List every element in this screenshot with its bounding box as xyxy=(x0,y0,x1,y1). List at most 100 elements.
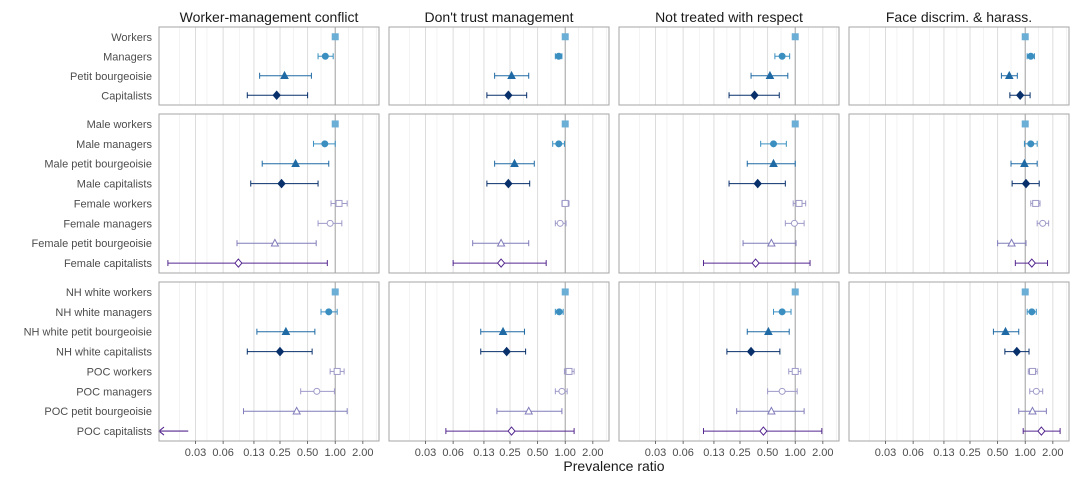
row-label: Managers xyxy=(103,51,152,63)
point-estimate xyxy=(292,406,302,415)
row-labels: Workers Managers Petit bourgeoisie Capitali… xyxy=(24,32,153,438)
point-estimate xyxy=(561,33,569,41)
estimate-mark xyxy=(1023,140,1038,148)
x-tick-label: 2.00 xyxy=(812,447,833,459)
x-tick-label: 1.00 xyxy=(785,447,806,459)
point-estimate xyxy=(280,70,289,80)
estimate-mark xyxy=(486,178,531,189)
x-tick-label: 0.25 xyxy=(499,447,520,459)
estimate-mark xyxy=(561,120,569,128)
point-estimate xyxy=(767,238,776,247)
panel-race-3 xyxy=(848,281,1070,442)
row-label: Female workers xyxy=(74,198,153,210)
estimate-mark xyxy=(494,70,530,80)
estimate-mark xyxy=(1021,120,1029,128)
estimate-mark xyxy=(792,199,807,207)
point-estimate xyxy=(281,326,291,335)
estimate-mark xyxy=(728,90,780,101)
estimate-mark xyxy=(760,140,787,148)
row-label: Female managers xyxy=(63,218,152,230)
point-estimate xyxy=(331,33,339,41)
point-estimate xyxy=(1021,288,1029,296)
panel-background xyxy=(849,282,1069,441)
estimate-mark xyxy=(791,33,799,41)
estimate-mark xyxy=(320,308,338,316)
estimate-mark xyxy=(554,219,567,227)
estimate-mark xyxy=(242,406,348,415)
row-label: POC petit bourgeoisie xyxy=(44,406,152,418)
panel-overall-2 xyxy=(618,26,840,106)
point-estimate xyxy=(1015,90,1025,101)
x-tick-label: 0.13 xyxy=(473,447,494,459)
x-tick-label: 1.00 xyxy=(1015,447,1036,459)
point-estimate xyxy=(1021,178,1031,189)
point-estimate xyxy=(270,238,280,247)
panel-border xyxy=(388,113,610,274)
estimate-mark xyxy=(746,158,796,167)
panel-border xyxy=(158,113,380,274)
x-tick-label: 0.13 xyxy=(933,447,954,459)
estimate-mark xyxy=(1021,33,1029,41)
panel-border xyxy=(618,26,840,106)
point-estimate xyxy=(496,258,506,268)
panel-border xyxy=(618,281,840,442)
point-estimate xyxy=(558,387,566,395)
point-estimate xyxy=(555,140,563,148)
estimate-mark xyxy=(1004,346,1030,357)
point-estimate xyxy=(510,158,519,167)
panel-background xyxy=(389,114,609,273)
x-tick-label: 0.50 xyxy=(527,447,548,459)
point-estimate xyxy=(753,178,762,189)
point-estimate xyxy=(769,158,778,167)
estimate-mark xyxy=(736,406,805,415)
row-label: POC workers xyxy=(87,366,153,378)
x-tick-label: 0.50 xyxy=(297,447,318,459)
facet-title-0: Worker-management conflict xyxy=(180,9,359,25)
point-estimate xyxy=(561,288,569,296)
x-tick-label: 2.00 xyxy=(352,447,373,459)
panel-background xyxy=(159,114,379,273)
panels xyxy=(158,26,1070,442)
facet-title-3: Face discrim. & harass. xyxy=(886,9,1032,25)
estimate-mark xyxy=(726,346,781,357)
x-tick-label: 0.06 xyxy=(442,447,463,459)
point-estimate xyxy=(321,52,329,60)
estimate-mark xyxy=(261,158,330,167)
facet-titles: Worker-management conflict Don't trust ma… xyxy=(180,9,1032,25)
facet-title-1: Don't trust management xyxy=(425,9,574,25)
estimate-mark xyxy=(552,140,565,148)
point-estimate xyxy=(496,238,506,247)
point-estimate xyxy=(561,199,569,207)
estimate-mark xyxy=(330,199,348,207)
estimate-mark xyxy=(561,33,569,41)
estimate-mark xyxy=(329,367,345,375)
point-estimate xyxy=(321,140,329,148)
point-estimate xyxy=(767,406,776,415)
estimate-mark xyxy=(788,367,802,375)
row-label: NH white petit bourgeoisie xyxy=(24,327,152,339)
panel-border xyxy=(388,281,610,442)
x-tick-label: 0.03 xyxy=(645,447,666,459)
point-estimate xyxy=(556,219,564,227)
panel-gender-0 xyxy=(158,113,380,274)
point-estimate xyxy=(498,326,508,335)
panel-background xyxy=(619,282,839,441)
panel-background xyxy=(849,27,1069,105)
x-tick-label: 2.00 xyxy=(1042,447,1063,459)
x-tick-label: 0.25 xyxy=(729,447,750,459)
estimate-mark xyxy=(246,346,313,357)
row-label: NH white capitalists xyxy=(56,347,152,359)
x-tick-label: 0.50 xyxy=(757,447,778,459)
point-estimate xyxy=(1037,426,1046,436)
panel-race-1 xyxy=(388,281,610,442)
panel-border xyxy=(618,113,840,274)
x-tick-label: 0.13 xyxy=(703,447,724,459)
estimate-mark xyxy=(472,238,530,247)
row-label: NH white managers xyxy=(55,307,152,319)
estimate-mark xyxy=(702,258,811,268)
estimate-mark xyxy=(331,33,339,41)
estimate-mark xyxy=(791,288,799,296)
point-estimate xyxy=(1012,346,1021,357)
panel-border xyxy=(388,26,610,106)
row-label: POC managers xyxy=(76,386,152,398)
